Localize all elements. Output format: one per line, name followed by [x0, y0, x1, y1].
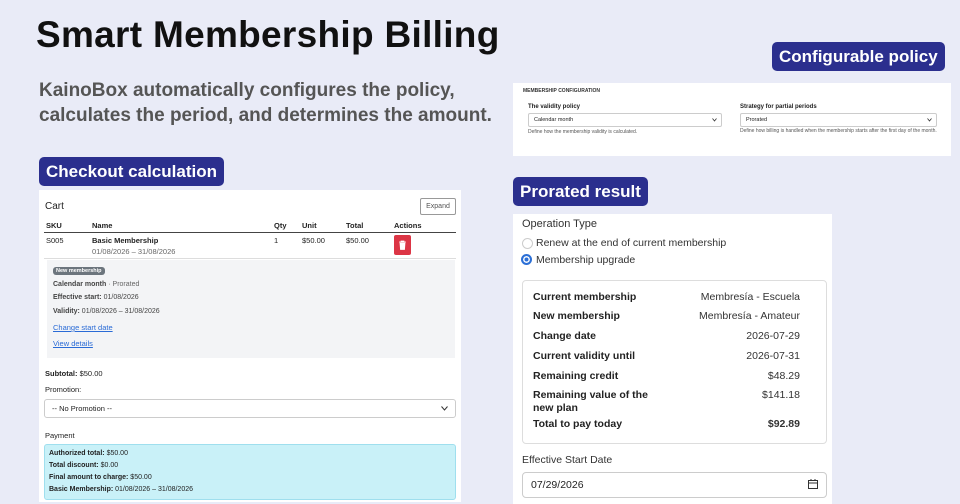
detail-value: 01/08/2026 — [103, 294, 139, 301]
column-header: Unit — [302, 221, 317, 230]
subtotal-label: Subtotal: — [45, 369, 78, 378]
subtitle: KainoBox automatically configures the po… — [39, 80, 492, 126]
link[interactable]: Change start date — [53, 323, 113, 332]
result-value: 2026-07-29 — [746, 330, 800, 342]
cell: $50.00 — [346, 236, 369, 245]
cell: Basic Membership — [92, 236, 159, 245]
result-value: $141.18 — [762, 389, 800, 401]
field-help: Define how the membership validity is ca… — [528, 129, 638, 135]
result-label: Current membership — [533, 291, 637, 303]
cell: $50.00 — [302, 236, 325, 245]
detail-value: · Prorated — [108, 281, 140, 288]
calendar-icon — [808, 479, 818, 489]
summary-label: Final amount to charge: — [49, 474, 129, 481]
column-header: Name — [92, 221, 113, 230]
date-input[interactable]: 07/29/2026 — [522, 472, 827, 498]
divider — [44, 232, 456, 233]
column-header: Total — [346, 221, 364, 230]
column-header: SKU — [46, 221, 62, 230]
radio-label[interactable]: Membership upgrade — [536, 254, 636, 266]
result-value: $48.29 — [767, 370, 800, 382]
page-title: Smart Membership Billing — [36, 14, 500, 55]
radio[interactable] — [522, 238, 533, 249]
detail-label: Calendar month — [53, 281, 107, 288]
trash-icon — [399, 240, 406, 250]
radio-label[interactable]: Renew at the end of current membership — [536, 237, 727, 249]
section-badge: Checkout calculation — [39, 157, 224, 186]
chevron — [927, 118, 932, 122]
column-header: Qty — [274, 221, 287, 230]
cell: S005 — [46, 236, 64, 245]
result-value: Membresía - Amateur — [699, 310, 800, 322]
result-label: New membership — [533, 310, 620, 322]
select-value: Calendar month — [534, 117, 574, 123]
detail-label: Effective start: — [53, 294, 102, 301]
policy-panel: MEMBERSHIP CONFIGURATION The validity po… — [513, 83, 951, 156]
cell: 1 — [274, 236, 279, 245]
chevron — [712, 118, 717, 122]
summary-value: $50.00 — [130, 474, 152, 481]
detail-value: 01/08/2026 – 31/08/2026 — [81, 308, 160, 315]
select[interactable]: Prorated — [740, 113, 937, 127]
subtotal-value: $50.00 — [79, 369, 103, 378]
select[interactable]: -- No Promotion -- — [44, 399, 456, 418]
panel-heading: MEMBERSHIP CONFIGURATION — [523, 88, 601, 94]
result-label: Total to pay today — [533, 418, 623, 430]
summary-value: $50.00 — [106, 450, 128, 457]
select-value: -- No Promotion -- — [52, 404, 113, 413]
promotion-label: Promotion: — [45, 385, 82, 394]
date-value: 07/29/2026 — [531, 479, 584, 491]
detail-box: New membership Calendar month · Prorated… — [47, 260, 455, 358]
result-label: Remaining credit — [533, 370, 619, 382]
summary-label: Basic Membership: — [49, 486, 114, 493]
prorated-panel: Operation Type Renew at the end of curre… — [513, 214, 832, 504]
result-label: Change date — [533, 330, 597, 342]
tag: New membership — [53, 267, 105, 275]
effective-label: Effective Start Date — [522, 454, 613, 466]
result-value: Membresía - Escuela — [700, 291, 800, 303]
summary-value: 01/08/2026 – 31/08/2026 — [115, 486, 193, 493]
field-label: The validity policy — [528, 104, 581, 110]
summary-label: Total discount: — [49, 462, 99, 469]
cell: 01/08/2026 – 31/08/2026 — [92, 247, 176, 256]
delete-button[interactable] — [394, 235, 411, 255]
expand-button[interactable]: Expand — [420, 198, 456, 215]
result-label: Current validity until — [533, 350, 636, 362]
result-label: Remaining value of the new plan — [533, 389, 648, 414]
summary-label: Authorized total: — [49, 450, 105, 457]
result-box — [522, 280, 827, 444]
field-label: Strategy for partial periods — [740, 104, 817, 110]
checkout-panel: Cart Expand SKU Name Qty Unit Total Acti… — [39, 190, 461, 502]
select-value: Prorated — [746, 117, 768, 123]
column-header: Actions — [394, 221, 422, 230]
operation-label: Operation Type — [522, 218, 598, 230]
section-badge: Configurable policy — [772, 42, 945, 71]
detail-label: Validity: — [53, 308, 80, 315]
select[interactable]: Calendar month — [528, 113, 722, 127]
field-help: Define how billing is handled when the m… — [740, 128, 937, 134]
link[interactable]: View details — [53, 339, 93, 348]
cart-title: Cart — [45, 201, 64, 212]
divider — [44, 258, 456, 259]
radio-selected[interactable] — [521, 254, 532, 265]
result-value: 2026-07-31 — [746, 350, 800, 362]
payment-label: Payment — [45, 431, 75, 440]
chevron — [441, 406, 448, 411]
result-value: $92.89 — [767, 418, 800, 430]
section-badge: Prorated result — [513, 177, 648, 206]
summary-value: $0.00 — [100, 462, 119, 469]
payment-summary: Authorized total: $50.00 Total discount:… — [44, 444, 456, 500]
